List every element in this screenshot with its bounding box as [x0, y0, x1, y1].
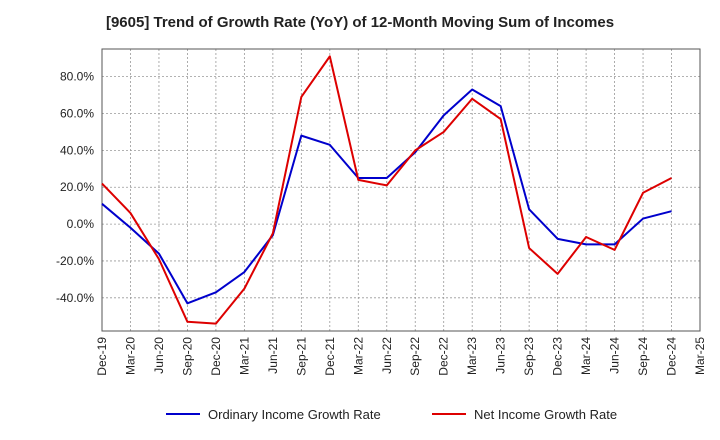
series-layer [101, 55, 672, 325]
x-tick-label: Sep-21 [294, 337, 308, 376]
x-tick-label: Jun-20 [152, 337, 166, 374]
x-tick-label: Dec-22 [437, 337, 451, 376]
x-tick-label: Dec-24 [665, 337, 679, 376]
x-tick-label: Jun-23 [494, 337, 508, 374]
x-tick-label: Mar-23 [465, 337, 479, 375]
grid-layer [101, 49, 701, 331]
x-tick-label: Jun-22 [380, 337, 394, 374]
y-tick-label: 40.0% [60, 143, 94, 157]
y-tick-label: 20.0% [60, 180, 94, 194]
chart-title: [9605] Trend of Growth Rate (YoY) of 12-… [105, 14, 615, 31]
legend: Ordinary Income Growth Rate Net Income Gr… [166, 407, 617, 422]
y-tick-label: 80.0% [60, 70, 94, 84]
y-tick-label: 0.0% [67, 217, 95, 231]
series-line-2 [101, 55, 672, 325]
x-tick-label: Mar-21 [237, 337, 251, 375]
x-tick-label: Mar-20 [123, 337, 137, 375]
x-tick-label: Jun-21 [266, 337, 280, 374]
x-tick-label: Jun-24 [608, 337, 622, 374]
x-tick-label: Mar-22 [351, 337, 365, 375]
legend-label-1: Ordinary Income Growth Rate [208, 407, 381, 422]
x-tick-label: Dec-23 [551, 337, 565, 376]
series-line-1 [101, 88, 672, 305]
x-tick-label: Dec-20 [209, 337, 223, 376]
x-tick-label: Sep-22 [408, 337, 422, 376]
x-tick-label: Sep-23 [522, 337, 536, 376]
y-tick-label: -20.0% [56, 254, 94, 268]
x-axis: Dec-19 Mar-20 Jun-20 Sep-20 Dec-20 Mar-21 Jun-… [95, 337, 707, 376]
x-tick-label: Mar-24 [579, 337, 593, 375]
y-axis: -40.0% -20.0% 0.0% 20.0% 40.0% 60.0% 80.0% [56, 70, 94, 305]
y-tick-label: 60.0% [60, 107, 94, 121]
x-tick-label: Mar-25 [693, 337, 707, 375]
x-tick-label: Dec-21 [323, 337, 337, 376]
x-tick-label: Dec-19 [95, 337, 109, 376]
x-tick-label: Sep-20 [180, 337, 194, 376]
x-tick-label: Sep-24 [636, 337, 650, 376]
y-tick-label: -40.0% [56, 291, 94, 305]
legend-label-2: Net Income Growth Rate [474, 407, 617, 422]
plot-frame [101, 48, 701, 332]
